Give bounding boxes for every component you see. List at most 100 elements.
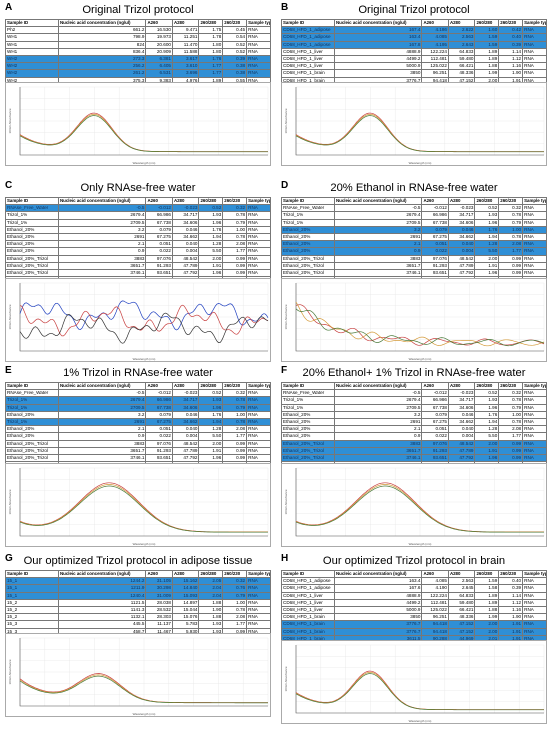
table-cell: RNA (246, 577, 271, 586)
table-cell: 30.298 (145, 584, 173, 593)
table-row: 15_1 1244.2 31.105 15.162 2.05 0.32 RNA (5, 577, 271, 586)
table-cell: 2.08 (222, 240, 248, 249)
y-axis-label: 10mm Absorbance (8, 489, 12, 514)
panel-label: A (5, 2, 13, 13)
table-cell: 0.52 (474, 204, 500, 213)
table-cell: 1.99 (474, 69, 500, 78)
column-header: 260/280 (198, 569, 224, 579)
column-header: Sample type (246, 196, 271, 206)
table-row: 15_2 1121.5 28.038 14.897 1.88 1.00 RNA (5, 598, 271, 608)
table-cell: 0.046 (447, 225, 476, 235)
table-cell: 0.52 (198, 389, 224, 398)
table-cell: -0.5 (57, 389, 147, 398)
table-row: Ethanol_20% 2.1 0.051 0.040 1.28 2.08 RNA (5, 425, 271, 434)
table-cell: 48.542 (171, 439, 200, 448)
table-cell: Ethanol_20% (5, 225, 59, 235)
table-cell: -0.023 (171, 389, 200, 398)
table-cell: 1.91 (498, 627, 524, 636)
table-cell: 4499.2 (333, 598, 423, 608)
table-cell: 91.293 (145, 261, 173, 271)
table-cell: 67.275 (145, 233, 173, 242)
table-cell: Ethanol_20% (281, 247, 335, 256)
table-cell: 1.12 (498, 598, 524, 608)
table-cell: 0.079 (421, 410, 449, 420)
table-cell: 0.52 (222, 47, 248, 57)
table-row: CD68_HFD_1_adipose 163.4 4.085 2.563 1.59 0.4… (281, 577, 547, 586)
table-cell: 0.78 (222, 396, 248, 405)
table-cell: 97.076 (421, 254, 449, 263)
table-header-row: Sample ID Nucleic acid concentration (ng/… (5, 196, 271, 206)
table-cell: 1.91 (198, 261, 224, 271)
table-cell: 0.78 (222, 211, 248, 220)
table-cell: 4.195 (421, 40, 449, 49)
column-header: Nucleic acid concentration (ng/ul) (333, 18, 423, 28)
table-row: Trizol_1% 2679.4 66.986 34.717 1.93 0.78 RNA (281, 396, 547, 405)
table-cell: 93.651 (145, 269, 173, 278)
table-cell: RNA (522, 418, 547, 427)
table-row: Trizol_1% 2709.5 67.738 34.606 1.96 0.79 RNA (5, 403, 271, 412)
table-cell: 0.046 (171, 225, 200, 235)
table-cell: 0.78 (498, 396, 524, 405)
panel-h: H Our optimized Trizol protocol in brain S… (278, 553, 550, 737)
table-cell: 0.79 (498, 218, 524, 227)
axes (19, 638, 268, 707)
table-cell: RNA (246, 613, 271, 622)
table-cell: RNA (246, 233, 271, 242)
panel-label: F (281, 365, 288, 376)
table-cell: 0.40 (498, 33, 524, 42)
table-row: Ethanol_20%_Trizol 3651.7 91.293 47.789 1.91… (281, 446, 547, 456)
table-cell: 0.78 (222, 418, 248, 427)
table-cell: 0.38 (222, 69, 248, 78)
table-cell: 15.093 (171, 591, 200, 600)
table-cell: -0.012 (421, 389, 449, 398)
table-cell: 1.88 (198, 598, 224, 608)
table-cell: 0.079 (421, 225, 449, 235)
spectrum-plot: 10mm Absorbance Wavelength (nm) (5, 82, 271, 167)
table-cell: 2.645 (447, 584, 476, 593)
table-cell: 34.717 (447, 211, 476, 220)
table-cell: 2709.5 (333, 218, 423, 227)
table-cell: 4.085 (421, 33, 449, 42)
table-cell: 122.224 (421, 47, 449, 57)
column-header: 260/280 (474, 381, 500, 391)
y-axis-label: 10mm Absorbance (284, 666, 288, 691)
panel-f: F 20% Ethanol+ 1% Trizol in RNAse-free wa… (278, 365, 550, 549)
panel-a: A Original Trizol protocol Sample ID Nuclei… (2, 2, 274, 186)
table-cell: 0.040 (447, 240, 476, 249)
column-header: Sample type (522, 569, 547, 579)
table-cell: 2679.4 (333, 396, 423, 405)
table-cell: Ph2 (5, 26, 59, 35)
column-header: Sample type (522, 196, 547, 206)
table-cell: 0.52 (198, 204, 224, 213)
table-cell: 47.792 (171, 454, 200, 463)
panel-title: 20% Ethanol in RNAse-free water (330, 182, 498, 194)
table-cell: WH1 (5, 40, 59, 49)
table-cell: 0.99 (498, 254, 524, 263)
table-row: Ethanol_20%_Trizol 3883 97.076 48.542 2.00 0.… (281, 254, 547, 263)
table-cell: 0.040 (447, 425, 476, 434)
table-cell: 34.662 (447, 233, 476, 242)
table-cell: 824 (57, 40, 147, 49)
table-row: Ethanol_20%_Trizol 3651.7 91.293 47.789 1.91… (5, 446, 271, 456)
table-cell: 66.421 (447, 606, 476, 615)
table-cell: 47.792 (171, 269, 200, 278)
table-cell: RNA (246, 432, 271, 441)
table-cell: Ethanol_20% (281, 410, 335, 420)
spectrum-line (19, 300, 269, 331)
table-cell: 0.79 (222, 591, 248, 600)
spectrum-line (19, 312, 269, 344)
axes (295, 87, 544, 156)
table-cell: 0.051 (145, 240, 173, 249)
table-cell: 31.009 (145, 591, 173, 600)
table-cell: 1.76 (198, 55, 224, 64)
table-cell: Ethanol_20% (5, 410, 59, 420)
table-cell: 34.717 (447, 396, 476, 405)
table-cell: RNA (246, 425, 271, 434)
table-cell: 0.022 (145, 432, 173, 441)
table-row: Ethanol_20% 3.2 0.079 0.046 1.76 1.00 RNA (281, 410, 547, 420)
x-axis-label: Wavelength (nm) (133, 357, 156, 361)
table-cell: 0.99 (222, 261, 248, 271)
table-cell: 1.59 (474, 33, 500, 42)
table-cell: 2.00 (198, 254, 224, 263)
table-cell: 0.051 (145, 425, 173, 434)
